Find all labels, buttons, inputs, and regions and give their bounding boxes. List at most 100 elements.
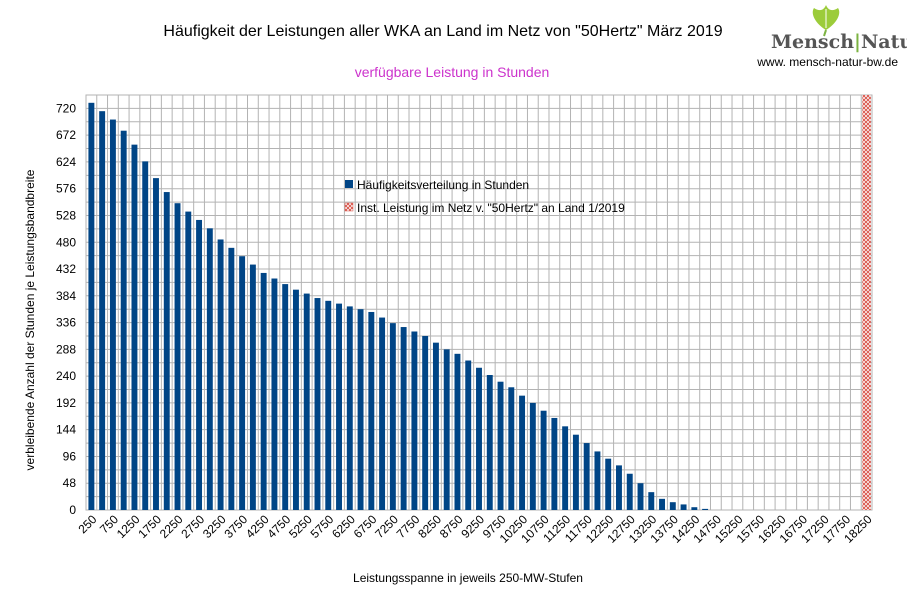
y-tick-label: 480	[56, 235, 76, 249]
y-tick-label: 288	[56, 342, 76, 356]
bar	[109, 119, 116, 511]
x-tick-label: 1250	[114, 512, 143, 541]
bar	[206, 228, 213, 510]
bar	[142, 161, 149, 510]
bar	[282, 284, 289, 510]
bar	[357, 309, 364, 510]
y-tick-label: 336	[56, 316, 76, 330]
bar	[702, 508, 709, 510]
bar	[594, 451, 601, 510]
y-tick-label: 96	[63, 449, 77, 463]
bar	[368, 311, 375, 510]
bar	[648, 492, 655, 510]
y-axis-label: verbleibende Anzahl der Stunden je Leist…	[23, 169, 37, 470]
bar	[260, 272, 267, 510]
x-tick-label: 8750	[437, 512, 466, 541]
bar	[572, 434, 579, 510]
bar	[217, 239, 224, 510]
x-tick-label: 7250	[372, 512, 401, 541]
ginkgo-leaf-icon	[812, 5, 840, 37]
bar	[432, 342, 439, 510]
y-tick-label: 624	[56, 155, 76, 169]
bar	[303, 293, 310, 510]
y-tick-label: 192	[56, 396, 76, 410]
y-tick-label: 0	[69, 503, 76, 517]
x-axis-label: Leistungsspanne in jeweils 250-MW-Stufen	[353, 571, 583, 585]
logo: Mensch|Natur www. mensch-natur-bw.de	[756, 5, 907, 69]
x-tick-label: 1750	[135, 512, 164, 541]
bar	[249, 264, 256, 510]
chart-title: Häufigkeit der Leistungen aller WKA an L…	[163, 23, 722, 40]
bar	[486, 375, 493, 510]
bar	[131, 144, 138, 511]
bar	[508, 387, 515, 510]
y-tick-label: 720	[56, 101, 76, 115]
bar	[271, 278, 278, 510]
bar	[400, 327, 407, 510]
y-axis-ticks: 0 48 96 144 192 240 288 336 384 432 480 528 576 624 67…	[56, 101, 76, 517]
x-axis-ticks: 2507501250175022502750325037504250475052…	[75, 512, 875, 546]
bar	[637, 483, 644, 510]
chart-subtitle: verfügbare Leistung in Stunden	[355, 64, 550, 80]
bar	[551, 417, 558, 510]
bar	[454, 353, 461, 510]
bar	[185, 211, 192, 511]
bar	[292, 289, 299, 510]
bar	[540, 410, 547, 510]
bar	[659, 498, 666, 510]
legend-label-installed: Inst. Leistung im Netz v. "50Hertz" an L…	[357, 201, 625, 215]
bar	[163, 192, 170, 510]
bar	[389, 323, 396, 510]
bar	[88, 102, 95, 510]
bar	[680, 504, 687, 510]
x-tick-label: 2750	[178, 512, 207, 541]
y-tick-label: 240	[56, 369, 76, 383]
bar	[583, 443, 590, 510]
bar	[174, 203, 181, 510]
bar	[314, 298, 321, 510]
bar	[325, 300, 332, 510]
bar	[422, 335, 429, 510]
x-tick-label: 4250	[243, 512, 272, 541]
bar-installed-capacity	[862, 95, 871, 510]
bar	[476, 367, 482, 510]
legend: Häufigkeitsverteilung in Stunden Inst. L…	[344, 178, 625, 215]
bar	[336, 303, 342, 510]
bar	[239, 256, 246, 510]
y-tick-label: 672	[56, 128, 76, 142]
legend-swatch-frequency	[345, 180, 353, 188]
legend-label-frequency: Häufigkeitsverteilung in Stunden	[357, 178, 529, 192]
bar	[669, 502, 676, 510]
bar	[346, 306, 353, 510]
x-tick-label: 5750	[308, 512, 337, 541]
x-tick-label: 7750	[394, 512, 423, 541]
bar	[529, 402, 536, 510]
x-tick-label: 3250	[200, 512, 229, 541]
logo-text: Mensch|Natur	[771, 31, 907, 53]
y-tick-label: 384	[56, 289, 76, 303]
y-tick-label: 528	[56, 208, 76, 222]
y-tick-label: 432	[56, 262, 76, 276]
x-tick-label: 250	[75, 512, 99, 536]
x-tick-label: 6250	[329, 512, 358, 541]
y-tick-label: 144	[56, 423, 76, 437]
x-tick-label: 6750	[351, 512, 380, 541]
bar	[228, 247, 235, 510]
bar	[616, 465, 622, 510]
x-tick-label: 4750	[265, 512, 294, 541]
x-tick-label: 8250	[415, 512, 444, 541]
y-tick-label: 48	[63, 476, 77, 490]
logo-url: www. mensch-natur-bw.de	[756, 55, 898, 69]
bar	[411, 331, 418, 510]
bar	[562, 426, 569, 510]
bar	[519, 395, 526, 510]
grid	[85, 94, 873, 511]
y-tick-label: 576	[56, 182, 76, 196]
bar	[120, 130, 127, 511]
bar	[196, 219, 203, 511]
x-tick-label: 2250	[157, 512, 186, 541]
bar	[153, 178, 159, 510]
bar	[379, 317, 386, 510]
bar	[99, 111, 106, 510]
